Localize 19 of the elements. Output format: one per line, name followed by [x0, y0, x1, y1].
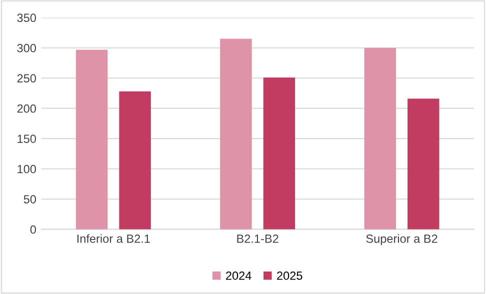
y-tick-label: 250 — [17, 74, 36, 83]
y-tick-label: 100 — [18, 164, 36, 174]
bar — [220, 38, 252, 230]
y-tick-label: 300 — [17, 44, 36, 52]
y-tick-label: 350 — [17, 14, 36, 22]
y-tick-label: 50 — [24, 195, 36, 204]
bar — [263, 78, 296, 230]
bar — [119, 91, 151, 230]
legend-label: 2025 — [277, 272, 302, 280]
x-tick-label: B2.1-B2 — [237, 234, 278, 243]
legend-label: 2024 — [226, 272, 252, 280]
y-tick-label: 0 — [30, 225, 36, 234]
bar — [408, 98, 440, 230]
bar — [364, 48, 396, 230]
y-tick-label: 150 — [18, 134, 36, 143]
y-tick-label: 200 — [17, 104, 36, 113]
x-tick-label: Inferior a B2.1 — [77, 234, 150, 243]
x-tick-label: Superior a B2 — [366, 234, 438, 246]
bar — [76, 50, 108, 230]
